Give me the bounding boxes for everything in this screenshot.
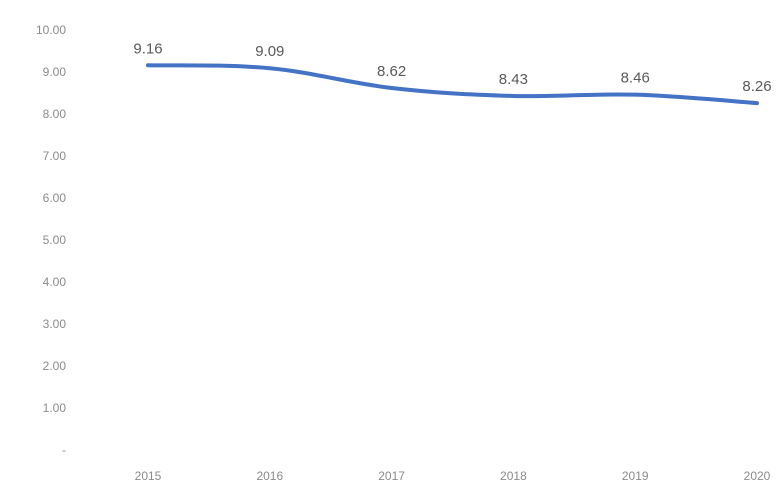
y-tick-label: - <box>62 443 66 457</box>
x-tick-label: 2015 <box>135 469 162 483</box>
data-labels: 9.16 9.09 8.62 8.43 8.46 8.26 <box>133 40 771 95</box>
y-tick-label: 6.00 <box>43 191 67 205</box>
y-tick-label: 8.00 <box>43 107 67 121</box>
data-label: 8.46 <box>621 70 650 87</box>
data-label: 8.26 <box>742 78 771 95</box>
y-tick-label: 5.00 <box>43 233 67 247</box>
y-tick-label: 2.00 <box>43 359 67 373</box>
y-tick-label: 7.00 <box>43 149 67 163</box>
y-tick-label: 4.00 <box>43 275 67 289</box>
y-tick-label: 10.00 <box>36 23 66 37</box>
x-tick-label: 2019 <box>622 469 649 483</box>
x-tick-label: 2018 <box>500 469 527 483</box>
data-label: 9.09 <box>255 43 284 60</box>
y-tick-label: 3.00 <box>43 317 67 331</box>
y-tick-label: 9.00 <box>43 65 67 79</box>
x-tick-label: 2016 <box>256 469 283 483</box>
data-label: 8.43 <box>499 71 528 88</box>
data-label: 9.16 <box>133 40 162 57</box>
y-axis-tick-labels: 10.00 9.00 8.00 7.00 6.00 5.00 4.00 3.00 2.00 1.0… <box>36 23 66 457</box>
x-tick-label: 2020 <box>744 469 771 483</box>
y-tick-label: 1.00 <box>43 401 67 415</box>
series-line <box>146 63 759 106</box>
data-label: 8.62 <box>377 63 406 80</box>
x-axis-tick-labels: 2015 2016 2017 2018 2019 2020 <box>135 469 771 483</box>
x-tick-label: 2017 <box>378 469 405 483</box>
series-lines <box>146 63 759 106</box>
